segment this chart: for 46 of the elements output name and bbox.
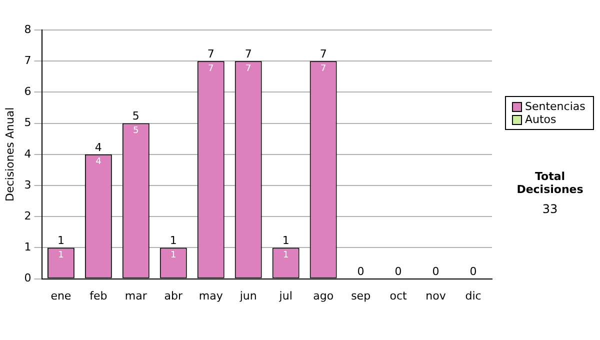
total-label: 4	[94, 140, 102, 154]
total-label: 0	[432, 265, 440, 278]
data-label: 7	[245, 64, 252, 74]
x-tick-label: may	[198, 289, 224, 302]
y-tick-label: 3	[24, 178, 32, 192]
y-tick-label: 6	[24, 85, 32, 98]
x-tick-label: abr	[164, 289, 183, 302]
x-tick-label: jun	[238, 289, 257, 302]
x-tick-label: ene	[50, 289, 72, 302]
y-tick-label: 1	[24, 240, 32, 254]
y-tick-label: 2	[24, 209, 32, 222]
text: 33	[541, 202, 559, 216]
x-tick-label: oct	[390, 289, 408, 302]
x-tick-label: feb	[90, 289, 108, 302]
total-label: 0	[470, 265, 477, 278]
y-tick-label: 8	[24, 22, 32, 36]
x-tick-label: jul	[278, 289, 292, 302]
legend-label: Sentencias	[525, 100, 586, 113]
data-label: 7	[320, 64, 326, 74]
total-label: 7	[244, 47, 252, 60]
x-tick-label: nov	[426, 289, 446, 302]
total-label: 7	[207, 47, 214, 60]
data-label: 4	[96, 157, 102, 168]
data-label: 1	[282, 250, 289, 261]
y-tick-label: 7	[24, 54, 32, 67]
total-label: 0	[394, 265, 402, 278]
total-label: 0	[357, 265, 364, 278]
total-label: 7	[320, 47, 327, 60]
data-label: 7	[208, 64, 214, 74]
x-tick-label: dic	[465, 289, 482, 302]
x-tick-label: sep	[351, 289, 371, 302]
y-tick-label: 0	[24, 272, 32, 285]
data-label: 1	[58, 250, 64, 261]
text: Total Decisiones	[516, 170, 584, 196]
x-tick-label: mar	[124, 289, 148, 302]
total-label: 1	[170, 234, 177, 248]
data-label: 1	[170, 250, 176, 261]
data-label: 5	[133, 126, 139, 136]
total-label: 1	[57, 234, 64, 248]
total-label: 5	[132, 110, 140, 123]
y-tick-label: 4	[24, 147, 32, 160]
y-tick-label: 5	[24, 116, 32, 130]
legend-label: Autos	[525, 113, 556, 126]
total-label: 1	[282, 234, 290, 248]
y-axis-title: Decisiones Anual	[3, 107, 16, 202]
x-tick-label: ago	[313, 289, 334, 302]
